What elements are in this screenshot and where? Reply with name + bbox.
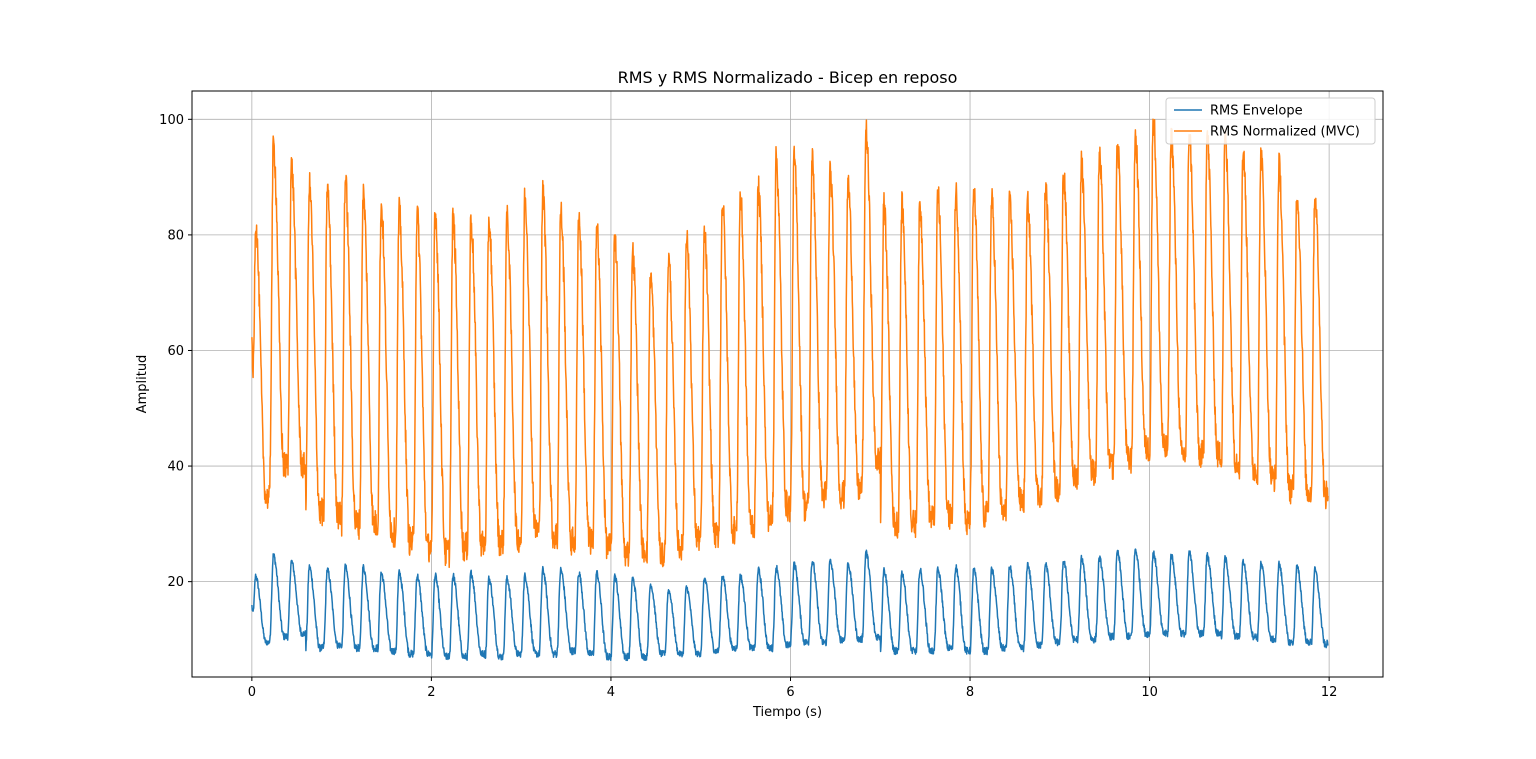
x-tick-label: 8 [966,685,974,700]
legend-label: RMS Envelope [1210,104,1303,119]
x-axis-title: Tiempo (s) [752,705,822,720]
plot-frame [191,90,1384,678]
x-tick-label: 6 [786,685,794,700]
grid-lines [192,91,1383,677]
legend-label: RMS Normalized (MVC) [1210,125,1360,140]
legend-box [1165,97,1376,145]
y-tick-label: 100 [159,113,184,128]
series-line-1 [251,548,1329,662]
x-axis: 0 2 4 6 8 10 12 [248,677,1338,700]
x-tick-label: 4 [607,685,615,700]
x-tick-label: 0 [248,685,256,700]
x-tick-label: 10 [1141,685,1158,700]
series-line-2 [251,118,1329,569]
x-tick-label: 2 [427,685,435,700]
y-tick-label: 80 [167,228,184,243]
y-axis-title: Amplitud [135,355,150,414]
legend: RMS Envelope RMS Normalized (MVC) [1165,97,1376,145]
chart-title: RMS y RMS Normalizado - Bicep en reposo [618,68,958,87]
y-tick-label: 40 [167,460,184,475]
plot-series [251,118,1329,662]
y-axis: 20 40 60 80 100 [159,113,192,590]
y-tick-label: 60 [167,344,184,359]
x-tick-label: 12 [1321,685,1338,700]
y-tick-label: 20 [167,575,184,590]
